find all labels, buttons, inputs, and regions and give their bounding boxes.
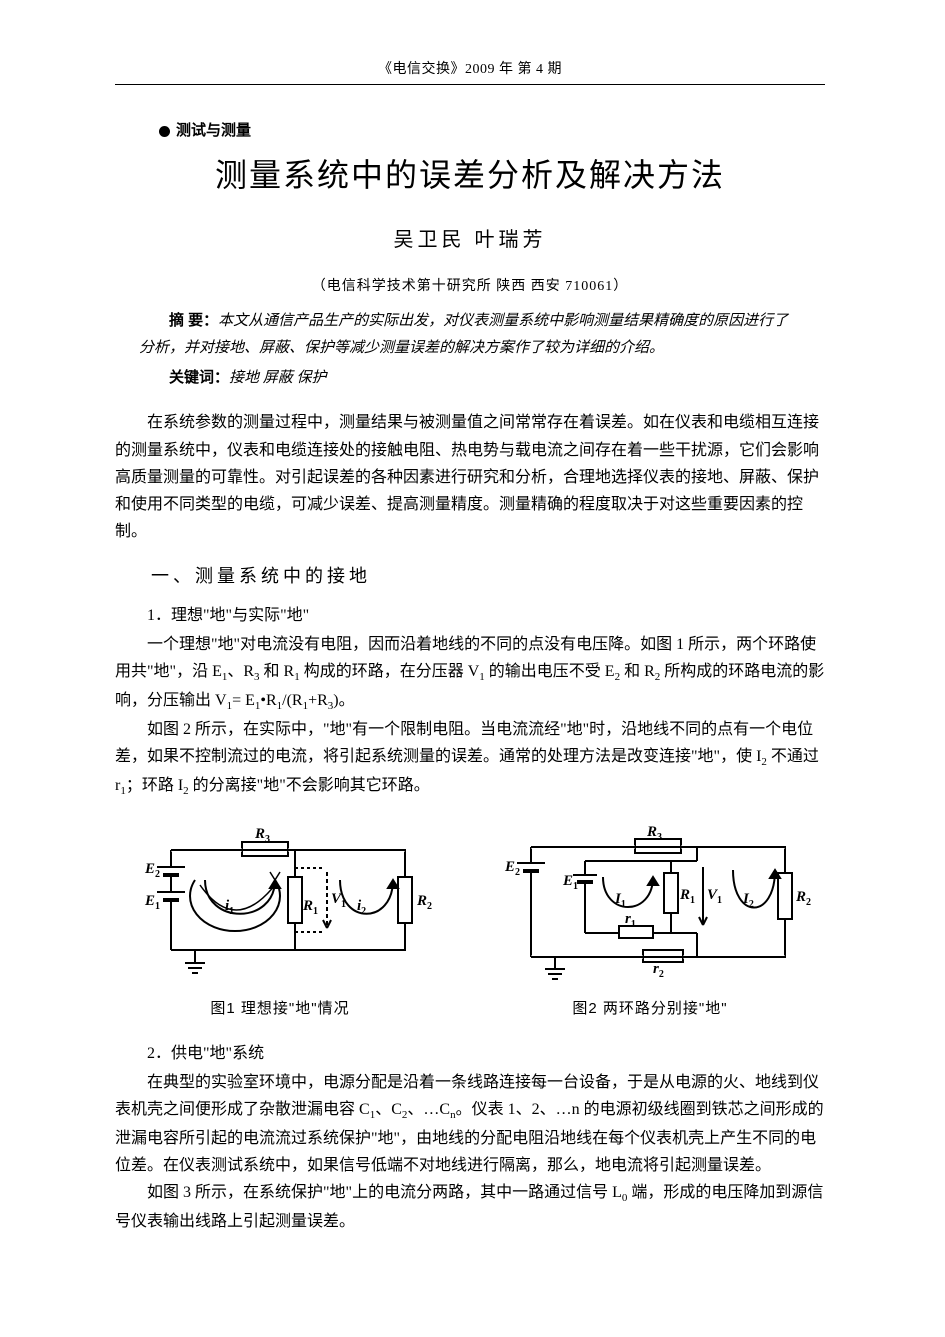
svg-text:i2: i2	[357, 898, 366, 917]
svg-text:V1: V1	[707, 887, 722, 906]
figure-1-svg: E2 E1 R3 R1 R2 V1 i1 i2	[125, 825, 435, 990]
svg-text:R2: R2	[416, 893, 432, 912]
affiliation: （电信科学技术第十研究所 陕西 西安 710061）	[115, 275, 825, 299]
keywords: 关键词：接地 屏蔽 保护	[139, 365, 801, 392]
figure-1: E2 E1 R3 R1 R2 V1 i1 i2 图1 理想接"地"情况	[125, 825, 435, 1022]
figure-2: E2 E1 R3 R1 R2 r1 r2 I1 I2 V1 图2 两环路分别接"…	[485, 825, 815, 1022]
sub-2-heading: 2．供电"地"系统	[115, 1040, 825, 1067]
svg-text:i1: i1	[225, 898, 234, 917]
svg-text:E2: E2	[144, 861, 160, 880]
kw-label: 关键词：	[169, 369, 229, 386]
sub2-para2: 如图 3 所示，在系统保护"地"上的电流分两路，其中一路通过信号 L0 端，形成…	[115, 1179, 825, 1235]
svg-text:V1: V1	[331, 891, 346, 910]
svg-text:E2: E2	[504, 859, 520, 878]
running-head: 《电信交换》2009 年 第 4 期	[115, 58, 825, 85]
sub-1-heading: 1．理想"地"与实际"地"	[115, 602, 825, 629]
svg-text:I1: I1	[614, 891, 626, 910]
figure-2-svg: E2 E1 R3 R1 R2 r1 r2 I1 I2 V1	[485, 825, 815, 990]
category-text: 测试与测量	[176, 119, 251, 145]
section-1-heading: 一、测量系统中的接地	[115, 561, 825, 592]
svg-text:r1: r1	[625, 911, 636, 930]
abstract-label: 摘 要：	[169, 312, 218, 329]
svg-text:R1: R1	[679, 887, 695, 906]
authors: 吴卫民 叶瑞芳	[115, 223, 825, 257]
abstract-text: 本文从通信产品生产的实际出发，对仪表测量系统中影响测量结果精确度的原因进行了分析…	[139, 313, 788, 355]
figure-1-caption: 图1 理想接"地"情况	[125, 996, 435, 1022]
abstract: 摘 要：本文从通信产品生产的实际出发，对仪表测量系统中影响测量结果精确度的原因进…	[139, 308, 801, 361]
intro-paragraph: 在系统参数的测量过程中，测量结果与被测量值之间常常存在着误差。如在仪表和电缆相互…	[115, 409, 825, 545]
bullet-icon	[159, 126, 170, 137]
figure-row: E2 E1 R3 R1 R2 V1 i1 i2 图1 理想接"地"情况	[115, 825, 825, 1022]
category-marker: 测试与测量	[115, 119, 825, 145]
sub1-para1: 一个理想"地"对电流没有电阻，因而沿着地线的不同的点没有电压降。如图 1 所示，…	[115, 631, 825, 716]
page-root: 《电信交换》2009 年 第 4 期 测试与测量 测量系统中的误差分析及解决方法…	[0, 0, 945, 1337]
svg-text:E1: E1	[144, 893, 160, 912]
sub1-para2: 如图 2 所示，在实际中，"地"有一个限制电阻。当电流流经"地"时，沿地线不同的…	[115, 716, 825, 801]
svg-text:R2: R2	[795, 889, 811, 908]
svg-text:R3: R3	[646, 825, 662, 843]
svg-text:I2: I2	[742, 891, 754, 910]
svg-text:r2: r2	[653, 961, 664, 980]
svg-text:R1: R1	[302, 898, 318, 917]
sub2-para1: 在典型的实验室环境中，电源分配是沿着一条线路连接每一台设备，于是从电源的火、地线…	[115, 1069, 825, 1179]
kw-text: 接地 屏蔽 保护	[229, 370, 327, 386]
article-title: 测量系统中的误差分析及解决方法	[115, 148, 825, 202]
figure-2-caption: 图2 两环路分别接"地"	[485, 996, 815, 1022]
